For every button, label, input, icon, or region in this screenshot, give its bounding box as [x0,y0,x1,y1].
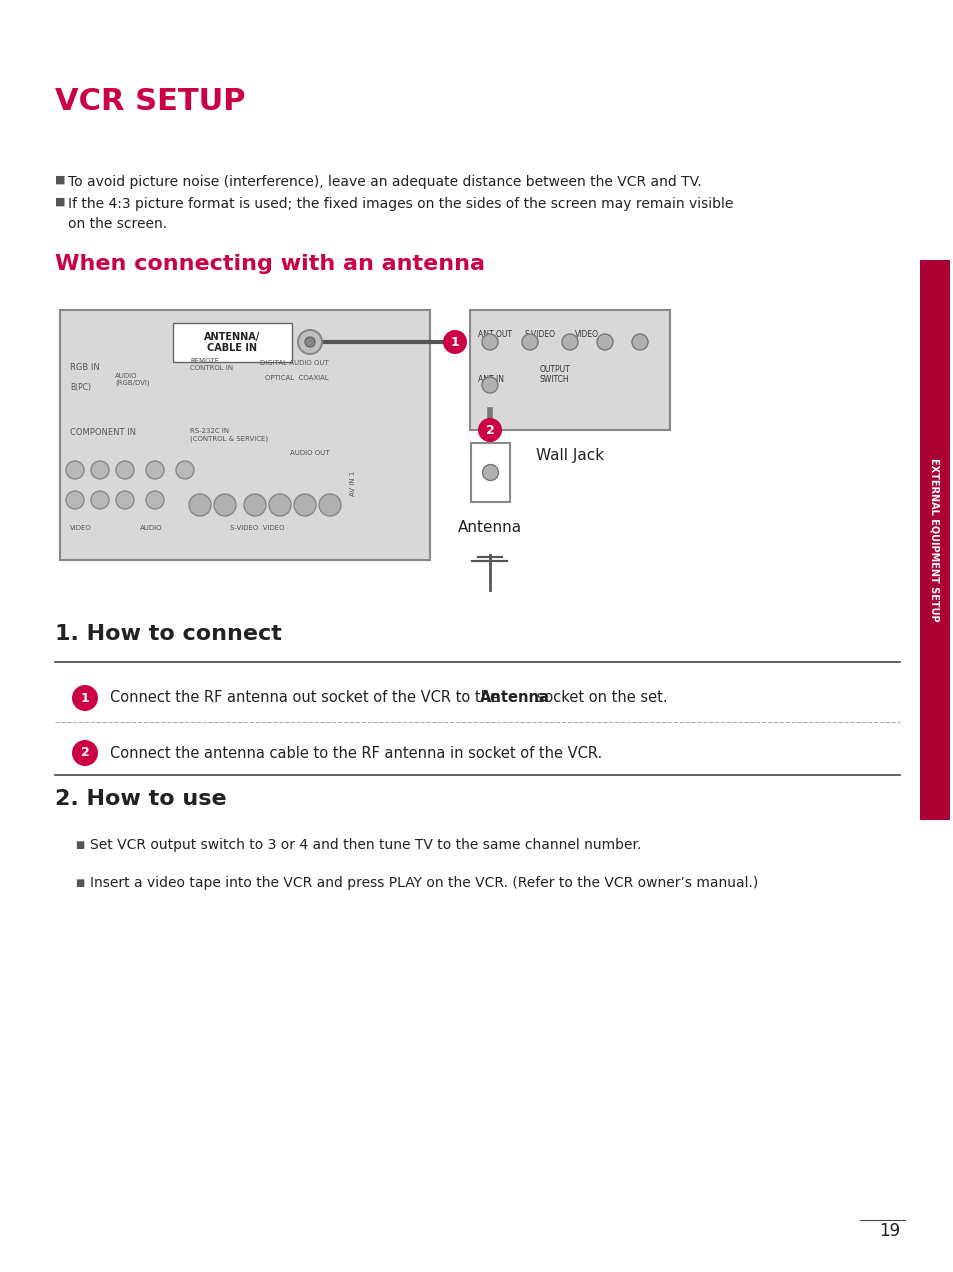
Text: ■: ■ [75,878,84,888]
Circle shape [318,494,340,516]
Circle shape [597,335,613,350]
FancyBboxPatch shape [470,310,669,430]
Circle shape [442,329,467,354]
Text: ANTENNA/
CABLE IN: ANTENNA/ CABLE IN [204,332,260,354]
Text: S-VIDEO  VIDEO: S-VIDEO VIDEO [230,525,284,530]
Circle shape [631,335,647,350]
Text: EXTERNAL EQUIPMENT SETUP: EXTERNAL EQUIPMENT SETUP [929,458,939,622]
Circle shape [71,686,98,711]
Circle shape [213,494,235,516]
Text: VIDEO: VIDEO [575,329,598,340]
Text: OPTICAL  COAXIAL: OPTICAL COAXIAL [265,375,329,382]
Circle shape [175,460,193,480]
Circle shape [146,460,164,480]
Text: Insert a video tape into the VCR and press PLAY on the VCR. (Refer to the VCR ow: Insert a video tape into the VCR and pre… [90,876,758,890]
Text: 1: 1 [81,692,90,705]
Circle shape [116,460,133,480]
Circle shape [116,491,133,509]
Circle shape [66,460,84,480]
Text: B(PC): B(PC) [70,383,91,392]
Text: VIDEO: VIDEO [70,525,91,530]
Circle shape [481,335,497,350]
Text: To avoid picture noise (interference), leave an adequate distance between the VC: To avoid picture noise (interference), l… [68,176,701,190]
Text: ■: ■ [55,176,66,184]
Text: 2: 2 [81,747,90,759]
Circle shape [477,418,501,441]
Text: ANT OUT: ANT OUT [477,329,512,340]
Text: REMOTE
CONTROL IN: REMOTE CONTROL IN [190,357,233,371]
Text: 19: 19 [878,1222,899,1240]
Circle shape [521,335,537,350]
Circle shape [91,491,109,509]
Circle shape [189,494,211,516]
Text: ANT IN: ANT IN [477,375,503,384]
Circle shape [91,460,109,480]
Text: DIGITAL AUDIO OUT: DIGITAL AUDIO OUT [260,360,329,366]
Text: on the screen.: on the screen. [68,218,167,232]
Text: OUTPUT
SWITCH: OUTPUT SWITCH [539,365,570,384]
Text: AUDIO: AUDIO [140,525,162,530]
Circle shape [561,335,578,350]
FancyBboxPatch shape [471,443,510,502]
Text: COMPONENT IN: COMPONENT IN [70,427,136,438]
Text: Connect the antenna cable to the RF antenna in socket of the VCR.: Connect the antenna cable to the RF ante… [110,745,601,761]
Text: AV IN 1: AV IN 1 [350,471,355,496]
Circle shape [305,337,314,347]
Text: VCR SETUP: VCR SETUP [55,86,245,116]
Circle shape [146,491,164,509]
Text: 2: 2 [485,424,494,436]
Text: 1. How to connect: 1. How to connect [55,625,281,644]
Text: ■: ■ [75,840,84,850]
Circle shape [244,494,266,516]
Text: S-VIDEO: S-VIDEO [524,329,556,340]
Text: 2. How to use: 2. How to use [55,789,227,809]
Text: When connecting with an antenna: When connecting with an antenna [55,254,484,273]
FancyBboxPatch shape [60,310,430,560]
FancyBboxPatch shape [172,323,292,363]
Text: Wall Jack: Wall Jack [536,448,603,463]
FancyBboxPatch shape [919,259,949,820]
Circle shape [482,464,498,481]
Circle shape [481,377,497,393]
Text: Connect the RF antenna out socket of the VCR to the: Connect the RF antenna out socket of the… [110,691,503,706]
Text: AUDIO OUT: AUDIO OUT [290,450,329,455]
Circle shape [66,491,84,509]
Text: RGB IN: RGB IN [70,363,100,371]
Text: If the 4:3 picture format is used; the fixed images on the sides of the screen m: If the 4:3 picture format is used; the f… [68,197,733,211]
Text: Set VCR output switch to 3 or 4 and then tune TV to the same channel number.: Set VCR output switch to 3 or 4 and then… [90,838,640,852]
Circle shape [297,329,322,354]
Circle shape [294,494,315,516]
Circle shape [269,494,291,516]
Text: RS-232C IN
(CONTROL & SERVICE): RS-232C IN (CONTROL & SERVICE) [190,427,268,441]
Text: ■: ■ [55,197,66,207]
Text: AUDIO
(RGB/DVI): AUDIO (RGB/DVI) [115,373,150,387]
Text: 1: 1 [450,336,459,349]
Text: Antenna: Antenna [457,520,521,536]
Circle shape [71,740,98,766]
Text: socket on the set.: socket on the set. [532,691,667,706]
Text: Antenna: Antenna [479,691,549,706]
